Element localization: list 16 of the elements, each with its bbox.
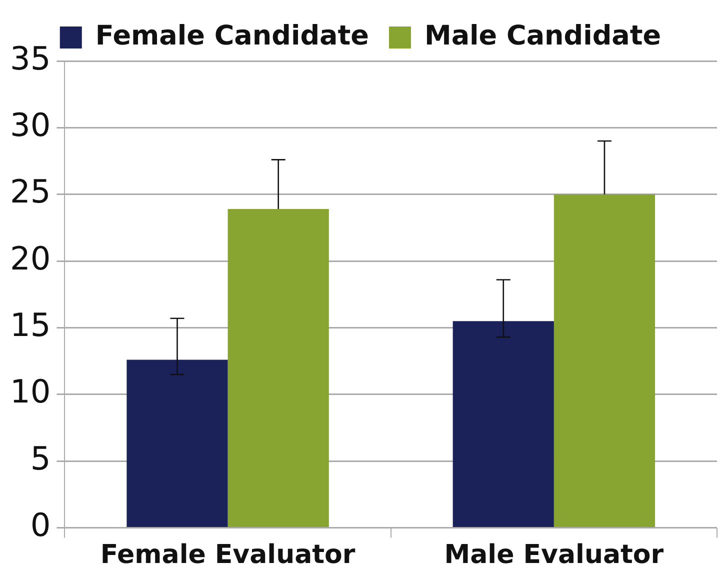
bar <box>126 360 228 528</box>
bar <box>228 209 329 528</box>
y-tick-label: 0 <box>30 506 51 544</box>
y-tick-label: 10 <box>10 372 51 411</box>
y-tick-label: 5 <box>30 439 51 478</box>
legend-label: Female Candidate <box>95 20 369 52</box>
y-tick-label: 35 <box>10 39 51 78</box>
x-tick-label: Female Evaluator <box>100 540 356 570</box>
y-tick-label: 25 <box>10 172 51 211</box>
x-tick-label: Male Evaluator <box>444 540 664 570</box>
legend-label: Male Candidate <box>424 20 662 52</box>
y-tick-label: 20 <box>10 239 51 278</box>
y-tick-label: 15 <box>10 306 51 344</box>
y-tick-label: 30 <box>10 106 51 144</box>
bar <box>554 194 656 528</box>
bar <box>452 321 554 528</box>
